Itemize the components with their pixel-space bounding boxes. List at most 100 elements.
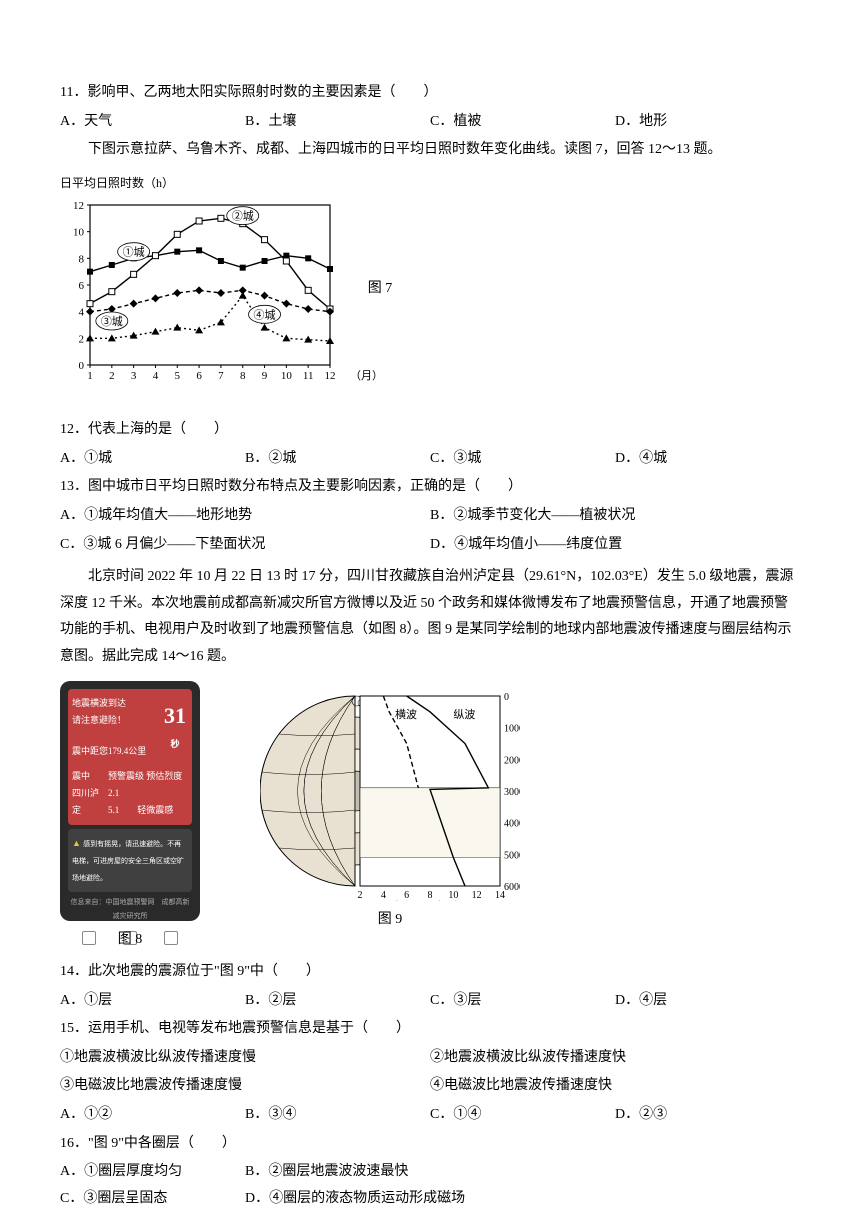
phone-tip-text: 感到有摇晃，请迅速避险。不再电梯，可进房屋的安全三角区或空旷场地避险。 [72, 840, 184, 882]
q11-opt-b[interactable]: B．土壤 [245, 109, 430, 136]
sunshine-chart: 024681012123456789101112（月）①城②城③城④城图 7 [60, 197, 480, 397]
q12-text: 12．代表上海的是（ ） [60, 417, 800, 444]
phone-tip: ▲ 感到有摇晃，请迅速避险。不再电梯，可进房屋的安全三角区或空旷场地避险。 [68, 829, 192, 892]
q16-opt-b[interactable]: B．②圈层地震波波速最快 [245, 1159, 800, 1186]
svg-text:6: 6 [79, 280, 85, 292]
earth-layers-diagram: ①0100020003000400050006000深度（千米）24681012… [260, 681, 520, 901]
svg-text:0: 0 [504, 692, 509, 703]
svg-text:④城: ④城 [254, 308, 276, 321]
svg-text:11: 11 [303, 370, 314, 382]
svg-text:9: 9 [262, 370, 268, 382]
q15-stem3: ③电磁波比地震波传播速度慢 [60, 1073, 430, 1100]
q14-options: A．①层 B．②层 C．③层 D．④层 [60, 988, 800, 1015]
q15-stem2: ②地震波横波比纵波传播速度快 [430, 1045, 800, 1072]
svg-text:10: 10 [448, 890, 458, 901]
q15-stems-row1: ①地震波横波比纵波传播速度慢 ②地震波横波比纵波传播速度快 [60, 1045, 800, 1072]
svg-text:1: 1 [87, 370, 93, 382]
svg-text:②城: ②城 [232, 209, 254, 222]
svg-text:6: 6 [196, 370, 202, 382]
svg-text:2: 2 [358, 890, 363, 901]
phone-r1a: 震中 [72, 768, 102, 785]
q15-opt-b[interactable]: B．③④ [245, 1102, 430, 1129]
q12-opt-c[interactable]: C．③城 [430, 446, 615, 473]
svg-text:2000: 2000 [504, 755, 520, 766]
nav-icon [82, 931, 96, 945]
q15-text: 15．运用手机、电视等发布地震预警信息是基于（ ） [60, 1016, 800, 1043]
svg-text:纵波: 纵波 [453, 708, 475, 721]
svg-text:6000: 6000 [504, 882, 520, 893]
phone-countdown: 31 秒 [164, 695, 186, 754]
svg-text:4: 4 [153, 370, 159, 382]
q14-text: 14．此次地震的震源位于"图 9"中（ ） [60, 959, 800, 986]
q13-opt-d[interactable]: D．④城年均值小——纬度位置 [430, 532, 800, 559]
q14-opt-d[interactable]: D．④层 [615, 988, 800, 1015]
q14-opt-b[interactable]: B．②层 [245, 988, 430, 1015]
svg-text:2: 2 [79, 333, 85, 345]
countdown-unit: 秒 [164, 736, 186, 753]
q11-opt-a[interactable]: A．天气 [60, 109, 245, 136]
phone-mock: 地震横波到达 请注意避险！ 31 秒 震中距您179.4公里 震中 四川泸定 预… [60, 681, 200, 921]
svg-text:8: 8 [79, 253, 85, 265]
q13-opt-b[interactable]: B．②城季节变化大——植被状况 [430, 503, 800, 530]
fig9-caption: 图 9 [378, 907, 403, 934]
q15-opt-c[interactable]: C．①④ [430, 1102, 615, 1129]
q15-opt-a[interactable]: A．①② [60, 1102, 245, 1129]
figure-7: 日平均日照时数（h） 024681012123456789101112（月）①城… [60, 172, 800, 407]
q14-opt-c[interactable]: C．③层 [430, 988, 615, 1015]
fig8-caption: 图 8 [118, 927, 143, 954]
q15-stem1: ①地震波横波比纵波传播速度慢 [60, 1045, 430, 1072]
q15-opt-d[interactable]: D．②③ [615, 1102, 800, 1129]
q11-text: 11．影响甲、乙两地太阳实际照射时数的主要因素是（ ） [60, 80, 800, 107]
svg-text:10: 10 [73, 226, 85, 238]
countdown-number: 31 [164, 703, 186, 728]
svg-text:12: 12 [325, 370, 336, 382]
svg-text:1000: 1000 [504, 723, 520, 734]
q12-opt-b[interactable]: B．②城 [245, 446, 430, 473]
q16-options: A．①圈层厚度均匀 B．②圈层地震波波速最快 [60, 1159, 800, 1186]
svg-text:（月）: （月） [350, 369, 383, 382]
figure-9: ①0100020003000400050006000深度（千米）24681012… [260, 681, 520, 934]
svg-text:2: 2 [109, 370, 115, 382]
svg-text:5: 5 [175, 370, 181, 382]
svg-text:①城: ①城 [123, 245, 145, 258]
svg-text:3: 3 [131, 370, 137, 382]
svg-text:6: 6 [404, 890, 409, 901]
q15-stem4: ④电磁波比地震波传播速度快 [430, 1073, 800, 1100]
nav-icon [164, 931, 178, 945]
svg-text:0: 0 [79, 360, 85, 372]
q16-opt-d[interactable]: D．④圈层的液态物质运动形成磁场 [245, 1186, 800, 1213]
q13-text: 13．图中城市日平均日照时数分布特点及主要影响因素，正确的是（ ） [60, 474, 800, 501]
svg-text:图 7: 图 7 [368, 281, 393, 296]
q11-opt-c[interactable]: C．植被 [430, 109, 615, 136]
figure-8: 地震横波到达 请注意避险！ 31 秒 震中距您179.4公里 震中 四川泸定 预… [60, 681, 200, 954]
figure-row: 地震横波到达 请注意避险！ 31 秒 震中距您179.4公里 震中 四川泸定 预… [60, 681, 800, 954]
q13-options-row1: A．①城年均值大——地形地势 B．②城季节变化大——植被状况 [60, 503, 800, 530]
svg-text:8: 8 [240, 370, 246, 382]
svg-text:3000: 3000 [504, 787, 520, 798]
q13-opt-c[interactable]: C．③城 6 月偏少——下垫面状况 [60, 532, 430, 559]
q15-stems-row2: ③电磁波比地震波传播速度慢 ④电磁波比地震波传播速度快 [60, 1073, 800, 1100]
q16-options-2: C．③圈层呈固态 D．④圈层的液态物质运动形成磁场 [60, 1186, 800, 1213]
q16-opt-c[interactable]: C．③圈层呈固态 [60, 1186, 245, 1213]
svg-text:10: 10 [281, 370, 293, 382]
q13-opt-a[interactable]: A．①城年均值大——地形地势 [60, 503, 430, 530]
q14-opt-a[interactable]: A．①层 [60, 988, 245, 1015]
q11-opt-d[interactable]: D．地形 [615, 109, 800, 136]
q12-opt-d[interactable]: D．④城 [615, 446, 800, 473]
svg-text:7: 7 [218, 370, 224, 382]
svg-text:4000: 4000 [504, 818, 520, 829]
svg-text:8: 8 [428, 890, 433, 901]
phone-alert-card: 地震横波到达 请注意避险！ 31 秒 震中距您179.4公里 震中 四川泸定 预… [68, 689, 192, 826]
phone-r1b: 预警震级 预估烈度2.1 [108, 768, 188, 802]
phone-footer-text: 信息来自：中国地震预警网 成都高新减灾研究所 [68, 896, 192, 923]
svg-text:14: 14 [495, 890, 505, 901]
svg-text:5000: 5000 [504, 850, 520, 861]
svg-text:横波: 横波 [395, 707, 417, 721]
q16-opt-a[interactable]: A．①圈层厚度均匀 [60, 1159, 245, 1186]
q13-options-row2: C．③城 6 月偏少——下垫面状况 D．④城年均值小——纬度位置 [60, 532, 800, 559]
context-14-16: 北京时间 2022 年 10 月 22 日 13 时 17 分，四川甘孜藏族自治… [60, 564, 800, 670]
q15-options: A．①② B．③④ C．①④ D．②③ [60, 1102, 800, 1129]
q12-opt-a[interactable]: A．①城 [60, 446, 245, 473]
q11-options: A．天气 B．土壤 C．植被 D．地形 [60, 109, 800, 136]
q16-text: 16．"图 9"中各圈层（ ） [60, 1131, 800, 1158]
